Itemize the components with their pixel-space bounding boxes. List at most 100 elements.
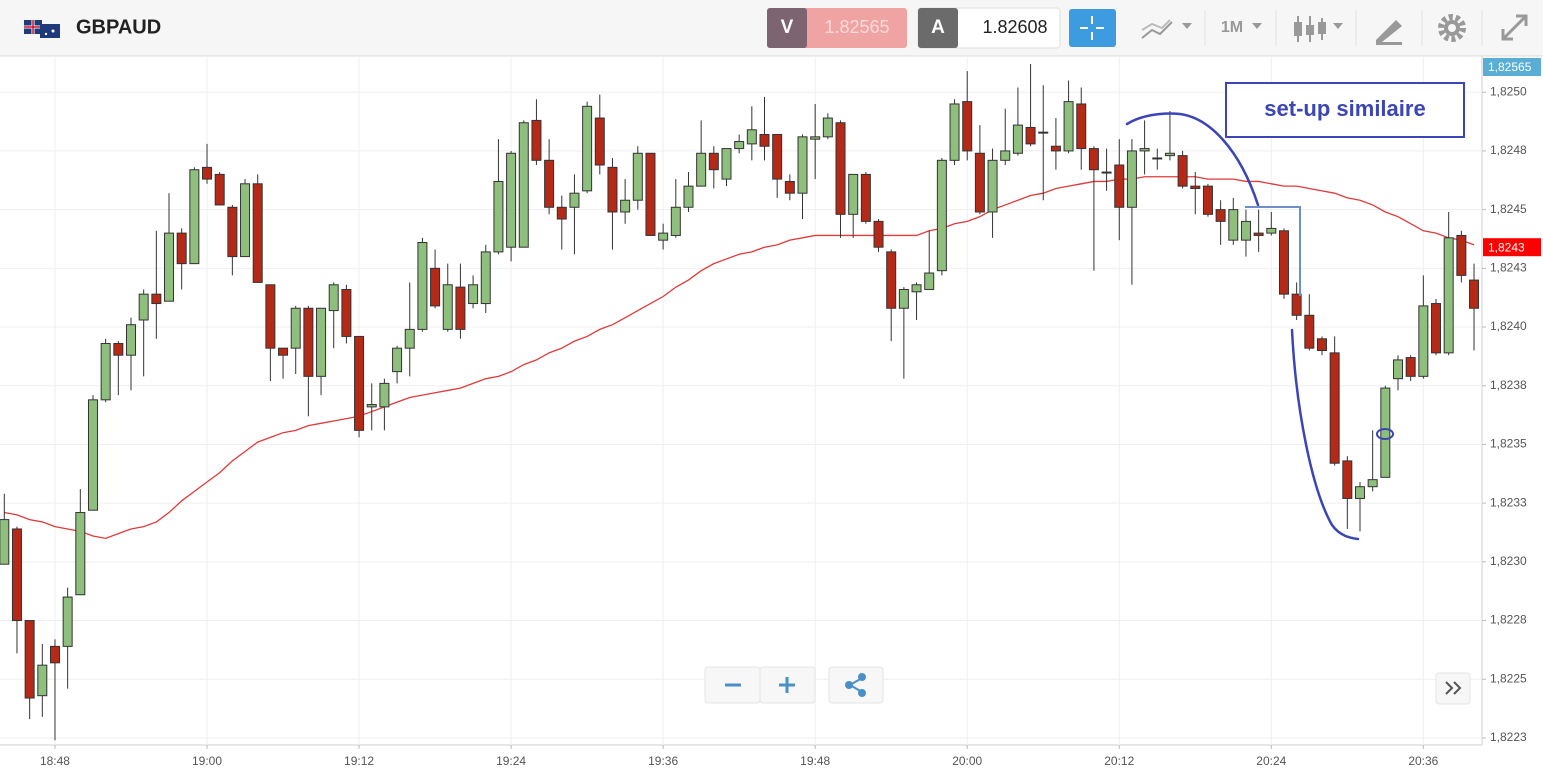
candle-body (1012, 124, 1023, 154)
candle-body (468, 284, 479, 305)
bid-label[interactable]: V (781, 17, 794, 38)
ask-label[interactable]: A (931, 17, 945, 38)
fullscreen-button[interactable] (1501, 14, 1528, 41)
candle-body (202, 166, 213, 180)
share-button[interactable] (828, 666, 884, 704)
timeframe[interactable]: 1M (1221, 19, 1243, 36)
y-tick-label: 1,8245 (1490, 202, 1527, 216)
candle-body (544, 159, 555, 208)
candle-body (1215, 209, 1226, 222)
ask-tag[interactable] (918, 8, 958, 48)
candle-body (392, 347, 403, 373)
y-tick-label: 1,8240 (1490, 319, 1527, 333)
candle-body (1253, 232, 1264, 236)
y-tick-label: 1,8250 (1490, 84, 1527, 98)
candle-body (1114, 164, 1125, 208)
candle-body (936, 159, 947, 272)
plot-area: 1,8250 1,8248 1,8245 1,8243 1,8240 1,8238 1,82… (0, 57, 1541, 768)
y-tick-label: 1,8233 (1490, 495, 1527, 509)
candle-body (683, 185, 694, 208)
candle-body (0, 519, 10, 565)
candle-body (1063, 101, 1074, 152)
candle-body (987, 159, 998, 213)
candle-body (75, 512, 86, 596)
candle-body (1443, 237, 1454, 354)
ask-button[interactable]: A 1.82608 (917, 7, 1061, 49)
candle-body (974, 152, 985, 213)
candle-body (379, 382, 390, 408)
candle-body (772, 133, 783, 180)
annotation-text: set-up similaire (1264, 96, 1425, 121)
candle-body (924, 272, 935, 290)
x-tick-label: 19:24 (496, 754, 526, 768)
candle-body (708, 152, 719, 171)
candle-body (1405, 357, 1416, 377)
bid-button[interactable]: V 1.82565 (767, 8, 907, 48)
annotation-drawing (1125, 112, 1394, 541)
candle-body (1190, 185, 1201, 189)
candle-body (1152, 157, 1163, 160)
annotation-curve (1290, 328, 1360, 541)
crosshair-button[interactable] (1069, 9, 1116, 47)
candle-body (354, 335, 365, 431)
candle-body (962, 101, 973, 152)
timeframe-button[interactable]: 1M (1221, 19, 1262, 36)
x-tick-label: 20:12 (1104, 754, 1134, 768)
zoom-out-button[interactable] (704, 666, 761, 704)
candle-body (1380, 387, 1391, 478)
candle-body (1101, 171, 1112, 174)
candle-body (316, 307, 327, 377)
draw-button[interactable] (1376, 20, 1402, 45)
candle-body (784, 180, 795, 194)
candle-body (518, 122, 529, 248)
candle-body (898, 288, 909, 309)
candle-body (49, 645, 60, 664)
candle-body (734, 141, 745, 150)
candle-body (1139, 148, 1150, 152)
candle-body (594, 117, 605, 166)
bid-tag[interactable] (767, 8, 807, 48)
candle-body (1316, 338, 1327, 352)
indicator-button[interactable] (1141, 19, 1192, 39)
candle-body (810, 136, 821, 140)
candle-body (1177, 155, 1188, 187)
y-tick-label: 1,8238 (1490, 378, 1527, 392)
candle-body (328, 284, 339, 312)
candle-body (1354, 486, 1365, 499)
ask-price[interactable]: 1.82608 (982, 17, 1047, 37)
last-marker (1483, 238, 1541, 257)
candle-body (822, 117, 833, 138)
y-tick-label: 1,8243 (1490, 261, 1527, 275)
symbol: GBPAUD (76, 16, 161, 38)
candle-body (1076, 103, 1087, 150)
bid-price[interactable]: 1.82565 (824, 17, 889, 37)
candle-body (1038, 131, 1049, 134)
candle-body (556, 206, 567, 220)
candle-body (176, 232, 187, 265)
y-tick-label: 1,8248 (1490, 143, 1527, 157)
candle-body (1291, 293, 1302, 316)
candle-body (1025, 126, 1036, 145)
candle-body (252, 183, 263, 283)
candle-body (860, 173, 871, 222)
settings-button[interactable] (1438, 14, 1466, 42)
candle-body (1456, 234, 1467, 276)
candle-body (531, 119, 542, 161)
candle-body (670, 206, 681, 236)
candle-body (417, 242, 428, 330)
candle-body (569, 192, 580, 208)
scroll-end-button[interactable] (1435, 672, 1471, 705)
candle-body (696, 152, 707, 187)
candle-body (1050, 145, 1061, 152)
x-tick-label: 18:48 (40, 754, 70, 768)
zoom-in-button[interactable] (759, 666, 816, 704)
candle-body (404, 328, 415, 349)
x-tick-label: 19:36 (648, 754, 678, 768)
x-tick-label: 19:00 (192, 754, 222, 768)
moving-average (4, 176, 1475, 540)
candle-body (100, 342, 111, 401)
candle-body (442, 284, 453, 330)
candle-body (87, 399, 98, 511)
chart-type-button[interactable] (1294, 16, 1343, 42)
